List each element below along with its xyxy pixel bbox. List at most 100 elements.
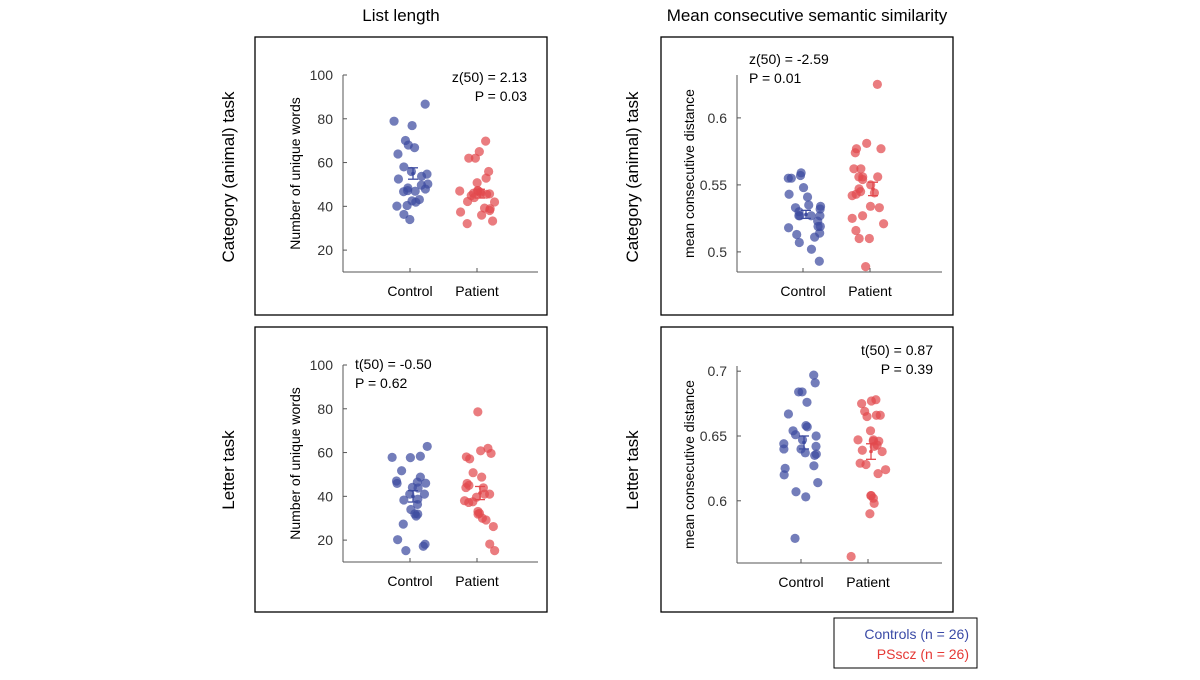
control-point xyxy=(399,162,409,172)
patient-point xyxy=(481,189,492,199)
control-point xyxy=(790,533,800,543)
y-tick-label: 0.5 xyxy=(708,244,728,260)
stat-annotation: P = 0.39 xyxy=(881,361,934,377)
patient-point xyxy=(847,213,857,223)
row-label-category-right: Category (animal) task xyxy=(623,91,642,263)
patient-point xyxy=(861,459,871,470)
patient-point xyxy=(486,448,496,459)
control-point xyxy=(393,149,403,159)
patient-point xyxy=(846,551,856,562)
patient-point xyxy=(481,515,491,525)
control-point xyxy=(405,452,415,463)
x-tick-label-control: Control xyxy=(778,574,823,590)
control-point xyxy=(783,409,794,419)
control-point xyxy=(804,200,814,210)
control-point xyxy=(407,120,417,131)
y-tick-label: 0.7 xyxy=(708,363,728,379)
control-point xyxy=(800,448,810,458)
control-point xyxy=(811,431,821,441)
patient-point xyxy=(857,445,867,455)
control-point xyxy=(409,143,420,153)
patient-point xyxy=(862,411,872,422)
control-point xyxy=(794,207,804,217)
patient-point xyxy=(849,164,859,174)
patient-point xyxy=(858,174,868,185)
control-point xyxy=(811,441,821,451)
control-point xyxy=(392,478,402,489)
x-tick-label-patient: Patient xyxy=(455,573,499,589)
y-tick-label: 20 xyxy=(317,242,333,258)
y-tick-label: 40 xyxy=(317,488,333,504)
control-point xyxy=(399,187,409,197)
mean-marker xyxy=(478,491,482,495)
legend-controls: Controls (n = 26) xyxy=(864,626,969,642)
control-point xyxy=(401,546,411,556)
patient-point xyxy=(465,454,475,464)
control-point xyxy=(387,452,397,462)
patient-point xyxy=(865,509,875,519)
control-point xyxy=(809,461,819,471)
control-point xyxy=(419,489,430,499)
x-tick-label-control: Control xyxy=(780,283,825,299)
x-tick-label-patient: Patient xyxy=(455,283,499,299)
y-tick-label: 0.65 xyxy=(700,428,727,444)
patient-point xyxy=(485,539,495,549)
x-tick-label-control: Control xyxy=(387,573,432,589)
control-point xyxy=(393,535,403,545)
control-point xyxy=(792,229,802,240)
mean-marker xyxy=(411,494,415,499)
x-tick-label-patient: Patient xyxy=(846,574,890,590)
patient-point xyxy=(469,192,479,203)
control-point xyxy=(798,182,809,193)
patient-point xyxy=(874,203,884,213)
control-point xyxy=(421,478,431,488)
patient-point xyxy=(488,216,498,226)
control-point xyxy=(418,541,428,551)
mean-marker xyxy=(871,187,875,191)
control-point xyxy=(784,189,794,199)
control-point xyxy=(802,397,812,407)
control-point xyxy=(410,186,420,196)
patient-point xyxy=(875,410,885,420)
patient-point xyxy=(847,191,857,201)
patient-point xyxy=(464,497,474,508)
patient-point xyxy=(869,498,879,508)
column-title-list-length: List length xyxy=(362,6,440,25)
patient-point xyxy=(866,396,877,406)
y-tick-label: 40 xyxy=(317,198,333,214)
legend-pscz: PSscz (n = 26) xyxy=(877,646,969,662)
patient-point xyxy=(488,521,498,532)
control-point xyxy=(411,511,421,521)
control-point xyxy=(420,99,430,109)
control-point xyxy=(422,441,432,452)
control-point xyxy=(810,232,820,242)
patient-point xyxy=(485,205,495,216)
y-tick-label: 80 xyxy=(317,401,333,417)
control-point xyxy=(809,370,819,380)
panel-frame xyxy=(660,36,954,316)
control-point xyxy=(405,214,415,225)
control-point xyxy=(389,116,399,126)
control-point xyxy=(779,470,789,480)
y-tick-label: 80 xyxy=(317,111,333,127)
panel-frame xyxy=(660,326,954,613)
patient-point xyxy=(856,164,866,174)
patient-point xyxy=(462,219,472,229)
legend: Controls (n = 26) PSscz (n = 26) xyxy=(833,617,978,669)
control-point xyxy=(814,256,824,266)
patient-point xyxy=(455,207,466,217)
mean-marker xyxy=(802,440,806,445)
patient-point xyxy=(857,398,867,409)
control-point xyxy=(399,495,409,505)
patient-point xyxy=(877,446,887,457)
patient-point xyxy=(481,136,491,146)
patient-point xyxy=(853,435,863,445)
patient-point xyxy=(479,489,490,499)
control-point xyxy=(415,451,425,461)
patient-point xyxy=(865,201,876,211)
mean-marker xyxy=(804,212,808,217)
control-point xyxy=(402,200,412,211)
control-point xyxy=(802,192,813,202)
stat-annotation: P = 0.62 xyxy=(355,375,408,391)
stat-annotation: t(50) = -0.50 xyxy=(355,356,432,372)
